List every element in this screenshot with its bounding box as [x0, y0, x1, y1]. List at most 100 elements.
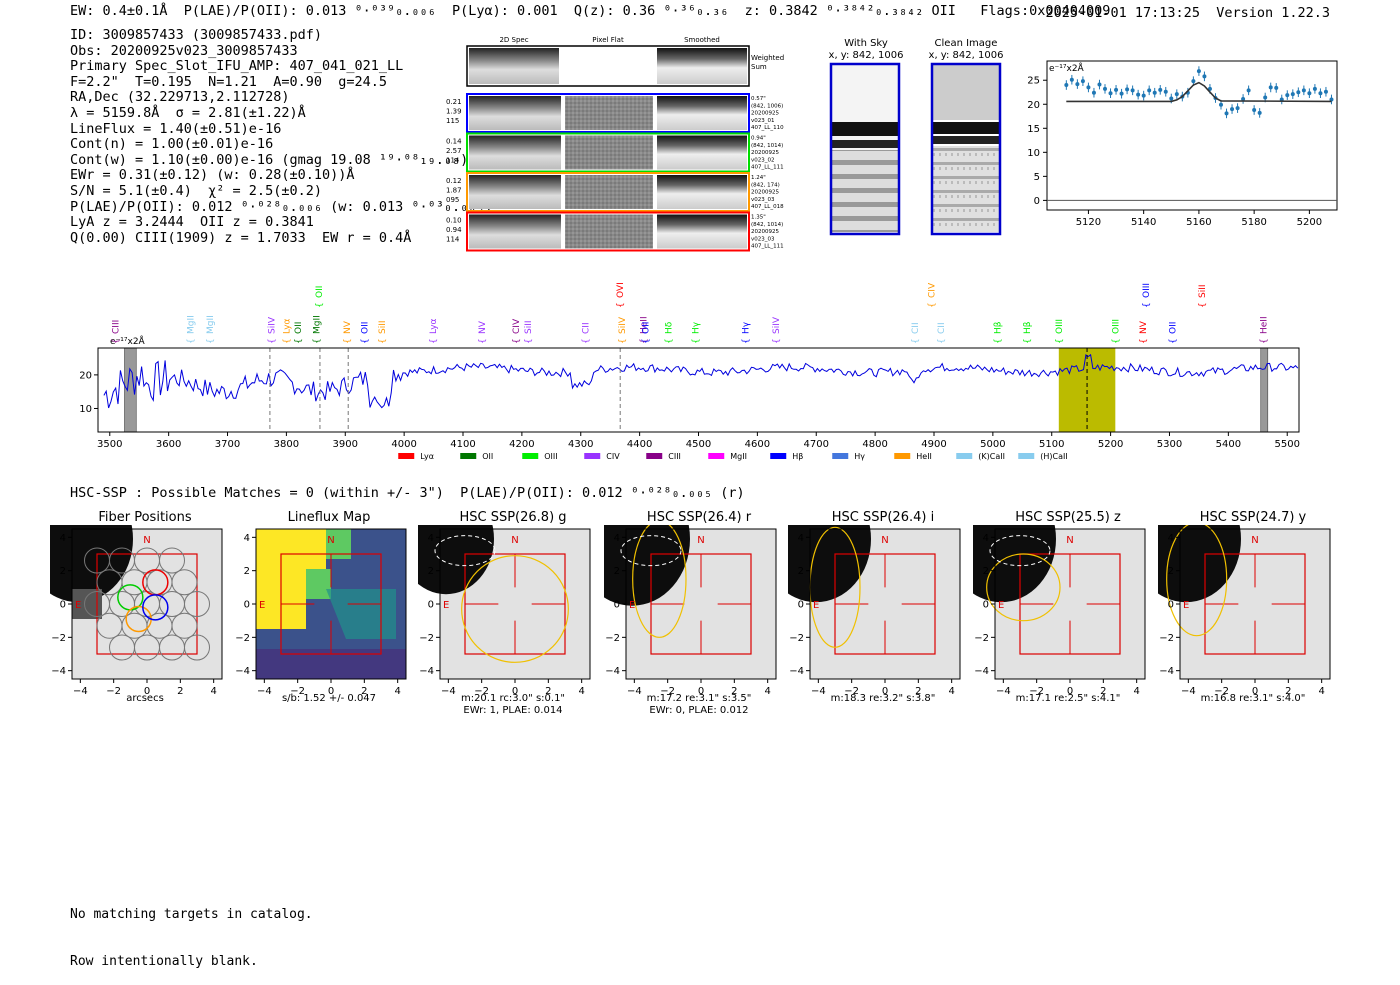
cutout-2d-spec [469, 214, 561, 249]
spectrum-line-brace: { [112, 338, 122, 344]
spectrum-line-marker: SiIV { [268, 316, 278, 344]
sky-images [829, 62, 1002, 236]
spectrum-line-marker: OII { [361, 322, 371, 344]
spectrum-line-label: Hδ [664, 321, 674, 334]
weighted-smoothed [657, 48, 747, 84]
spectrum-line-brace: { [1260, 338, 1270, 344]
hsc-panel: HSC SSP(26.8) g N E −4 −4 −2 −2 0 0 2 2 4 4 m:20.1 rc… [398, 483, 608, 717]
spectrum-line-marker: MgII { [206, 315, 216, 344]
fit-data-point [1263, 95, 1268, 100]
spectrum-line-label: SiIV [268, 316, 278, 334]
cutout-right-label: (842, 1014) [751, 143, 783, 149]
spectrum-line-brace: { [268, 338, 278, 344]
spectrum-line-brace: { [312, 338, 322, 344]
hsc-xtick-label: −4 [996, 686, 1011, 697]
hsc-ytick-label: 0 [428, 600, 434, 611]
hsc-panel-image: N E −4 −4 −2 −2 0 0 2 2 4 4 [1131, 475, 1331, 697]
spectrum-line-label: HeII [1260, 316, 1270, 334]
fit-data-point [1064, 83, 1069, 88]
spectrum-line-label: MgII [312, 315, 322, 334]
fiber-blue [142, 594, 169, 621]
north-label: N [1251, 535, 1258, 546]
hsc-panel-caption: arcsecs [126, 693, 164, 704]
cutout-row-frame [466, 211, 750, 252]
cutout-right-label: 407_LL_111 [751, 165, 784, 171]
fiber-cutouts: 2D Spec Pixel Flat Smoothed Weighted Sum 0… [446, 34, 791, 256]
weighted-2d-spec [469, 48, 559, 84]
hsc-ytick-label: 4 [60, 533, 66, 544]
cutout-pixel-flat [565, 175, 653, 209]
cutout-left-label: 114 [446, 157, 460, 165]
fiber-circle [184, 634, 210, 661]
north-label: N [1066, 535, 1073, 546]
spectrum-line-brace: { [692, 338, 702, 344]
line-fit-chart: 5120 5140 5160 5180 5200 0 5 10 15 20 25 e⁻¹⁷x2Å [1027, 60, 1338, 228]
legend-swatch [832, 453, 849, 459]
hsc-xtick-label: 4 [948, 686, 954, 697]
fit-data-point [1136, 92, 1141, 97]
spectrum-unit-label: e⁻¹⁷x2Å [110, 335, 146, 347]
fit-plot-frame [1046, 60, 1338, 211]
spectrum-xtick-label: 4200 [509, 439, 534, 450]
hsc-panel-caption: s/b: 1.52 +/- 0.047 [281, 693, 377, 704]
hsc-panel-title: Fiber Positions [98, 510, 192, 525]
cutout-right-label: 407_LL_111 [751, 244, 784, 250]
hsc-xtick-label: 0 [328, 686, 334, 697]
fit-data-point [1091, 90, 1096, 95]
spectrum-xtick-label: 5000 [980, 439, 1005, 450]
spectrum-line-brace: { [294, 338, 304, 344]
spectrum-line-label: SiIV [618, 316, 628, 334]
hsc-ytick-label: 2 [428, 566, 434, 577]
hsc-ytick-label: −2 [605, 633, 620, 644]
spectrum-xtick-label: 5300 [1157, 439, 1182, 450]
info-line: EWr = 0.31(±0.12) (w: 0.28(±0.10))Å [70, 167, 355, 184]
fit-data-point [1296, 90, 1301, 95]
hsc-ytick-label: 4 [798, 533, 804, 544]
spectrum-line-brace: { [1139, 338, 1149, 344]
spectrum-legend-item: (K)CaII [956, 452, 1005, 461]
fit-data-point [1301, 88, 1306, 93]
legend-swatch [770, 453, 787, 459]
legend-label: CIII [668, 452, 681, 461]
spectrum-line-brace: { [512, 338, 522, 344]
hsc-ytick-label: 2 [798, 566, 804, 577]
spectrum-line-label: SiIV [772, 316, 782, 334]
fit-ytick-label: 25 [1027, 76, 1040, 87]
east-label: E [259, 600, 265, 611]
cutout-right-label: v023_01 [751, 118, 775, 124]
spectrum-legend-item: Lyα [398, 452, 434, 461]
spectrum-line-brace: { [282, 338, 292, 344]
fit-data-point [1307, 91, 1312, 96]
spectrum-line-brace: { [937, 338, 947, 344]
hsc-xtick-label: 2 [361, 686, 367, 697]
hsc-xtick-label: 0 [1252, 686, 1258, 697]
hsc-xtick-label: 2 [177, 686, 183, 697]
spectrum-xtick-label: 3900 [333, 439, 358, 450]
catalog-note-line-1: No matching targets in catalog. [70, 907, 313, 923]
cutout-right-label: 1.35" [751, 215, 766, 221]
clean-image-caption: Clean Image x, y: 842, 1006 [922, 38, 1010, 62]
fit-xtick-label: 5120 [1076, 217, 1101, 228]
cutouts-svg: 2D Spec Pixel Flat Smoothed Weighted Sum 0… [446, 36, 784, 252]
hsc-panel-title: HSC SSP(26.8) g [459, 510, 567, 525]
spectrum-line-marker: OII { [1168, 322, 1178, 344]
spectrum-legend-item: CIV [584, 452, 620, 461]
hsc-ytick-label: −2 [235, 633, 250, 644]
hsc-xtick-label: −4 [627, 686, 642, 697]
info-line: Cont(n) = 1.00(±0.01)e-16 [70, 136, 274, 153]
hsc-ytick-label: 2 [983, 566, 989, 577]
hsc-xtick-label: −2 [1214, 686, 1229, 697]
spectrum-line-brace: { [361, 338, 371, 344]
spectrum-line-marker: CII { [581, 322, 591, 344]
hsc-ytick-label: 0 [1168, 600, 1174, 611]
info-line: Q(0.00) CIII(1909) z = 1.7033 EW r = 0.4… [70, 229, 412, 246]
spectrum-xtick-label: 5500 [1274, 439, 1299, 450]
hsc-ytick-label: 4 [983, 533, 989, 544]
fit-data-point [1318, 91, 1323, 96]
spectrum-line-marker: SiII { [524, 320, 534, 344]
east-label: E [998, 600, 1004, 611]
legend-swatch [956, 453, 973, 459]
weighted-label-1: Weighted [751, 54, 784, 62]
spectrum-xtick-label: 4000 [391, 439, 416, 450]
spectrum-line-marker: CIV { [928, 282, 938, 308]
